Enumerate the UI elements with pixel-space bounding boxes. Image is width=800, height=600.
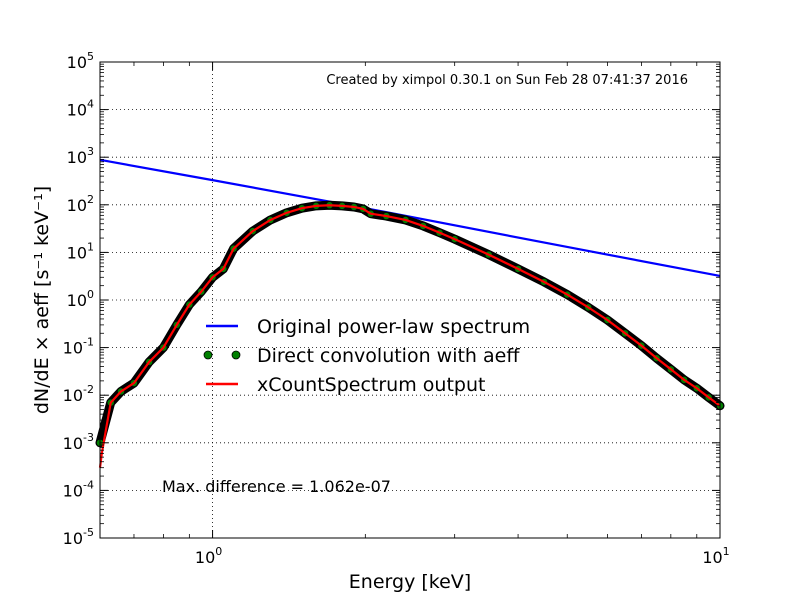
creation-annotation: Created by ximpol 0.30.1 on Sun Feb 28 0… [326, 73, 688, 88]
legend: Original power-law spectrum Direct convol… [203, 316, 530, 396]
legend-marker [203, 350, 213, 360]
legend-label: Direct convolution with aeff [257, 345, 520, 367]
y-tick-label: 100 [67, 288, 94, 310]
y-axis-title: dN/dE × aeff [s⁻¹ keV⁻¹] [31, 186, 53, 414]
y-tick-label: 10-4 [63, 478, 94, 500]
legend-marker [231, 350, 241, 360]
y-tick-label: 103 [67, 145, 94, 167]
x-axis-title: Energy [keV] [349, 571, 471, 593]
y-tick-label: 10-5 [63, 526, 94, 548]
y-tick-label: 105 [67, 50, 94, 72]
y-tick-label: 101 [67, 240, 94, 262]
series-xcountspectrum-line [98, 204, 721, 468]
y-tick-label: 102 [67, 193, 94, 215]
x-tick-label: 100 [195, 545, 222, 567]
y-tick-label: 104 [67, 98, 94, 120]
y-tick-label: 10-1 [63, 336, 94, 358]
y-tick-label: 10-3 [63, 431, 94, 453]
y-tick-label: 10-2 [63, 383, 94, 405]
x-tick-label: 101 [702, 545, 729, 567]
label-layer: Energy [keV] dN/dE × aeff [s⁻¹ keV⁻¹] Cr… [31, 73, 688, 593]
legend-label: xCountSpectrum output [257, 374, 485, 396]
series-layer [95, 158, 725, 468]
grid-layer [100, 62, 720, 538]
legend-label: Original power-law spectrum [257, 316, 530, 338]
tick-layer: 105 104 103 102 101 100 10-1 10-2 10-3 10-4 10-5 10… [63, 50, 730, 567]
max-difference-annotation: Max. difference = 1.062e-07 [162, 477, 391, 496]
